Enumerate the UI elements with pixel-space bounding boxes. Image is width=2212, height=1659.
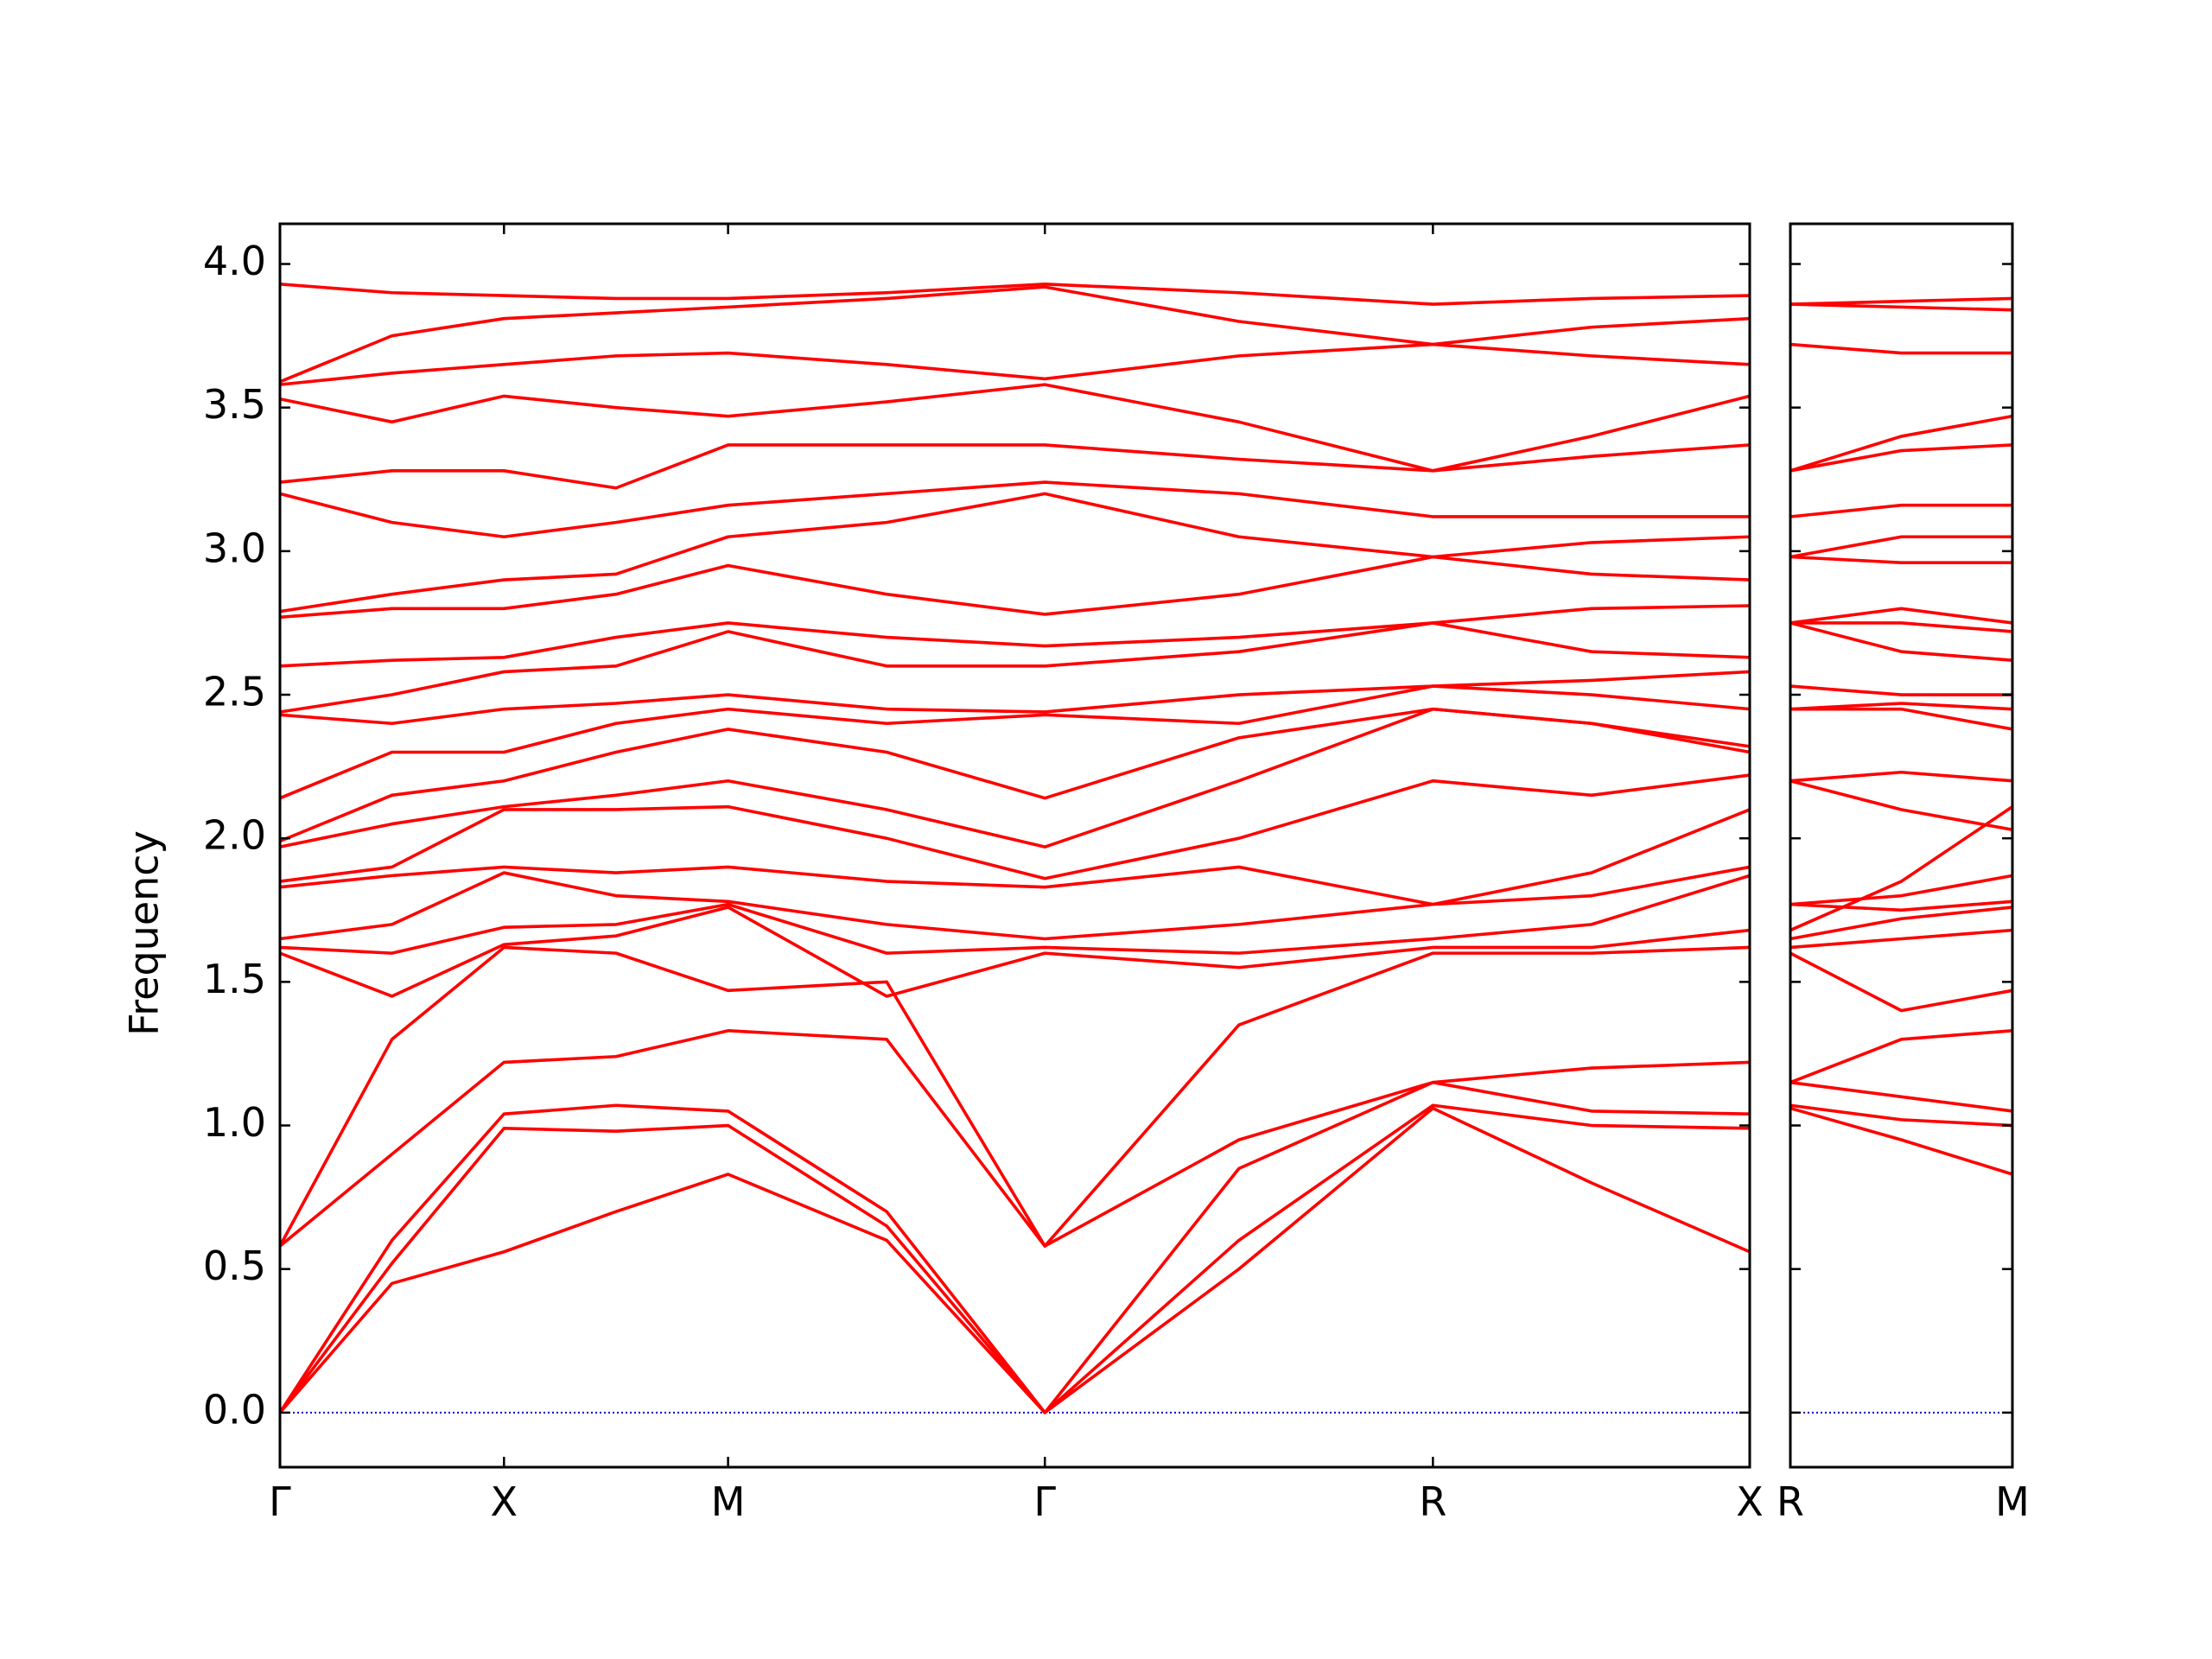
band-line bbox=[1789, 302, 2013, 312]
band-line bbox=[279, 707, 1751, 843]
x-tick-label: X bbox=[1736, 1478, 1764, 1525]
band-line bbox=[279, 906, 1751, 998]
band-line bbox=[278, 1080, 1751, 1414]
band-line bbox=[279, 282, 1751, 306]
band-line bbox=[279, 773, 1751, 883]
band-line bbox=[1789, 928, 2013, 950]
band-line bbox=[1789, 296, 2013, 306]
band-line bbox=[1789, 779, 2013, 831]
band-line bbox=[1789, 607, 2013, 625]
band-line bbox=[279, 480, 1750, 539]
band-line bbox=[279, 383, 1751, 473]
band-line bbox=[279, 621, 1751, 714]
band-line bbox=[1789, 702, 2013, 711]
x-tick-label: M bbox=[1995, 1478, 2030, 1525]
x-tick-label: Γ bbox=[1033, 1478, 1056, 1525]
y-tick-label: 1.0 bbox=[203, 1099, 266, 1146]
band-line bbox=[278, 1106, 1751, 1414]
band-line bbox=[279, 443, 1751, 490]
plot-frame bbox=[278, 222, 1751, 1469]
band-line bbox=[279, 684, 1751, 800]
band-line bbox=[1789, 1103, 2013, 1128]
band-line bbox=[1789, 684, 2012, 696]
x-tick-label: X bbox=[491, 1478, 518, 1525]
band-line bbox=[279, 707, 1751, 849]
band-line bbox=[1789, 1106, 2013, 1176]
band-line bbox=[278, 1103, 1751, 1414]
band-line bbox=[1789, 906, 2013, 941]
x-tick-label: R bbox=[1419, 1478, 1446, 1525]
y-tick-label: 2.5 bbox=[203, 669, 266, 715]
y-tick-label: 3.5 bbox=[203, 381, 266, 428]
x-tick-label: Γ bbox=[269, 1478, 291, 1525]
band-line bbox=[279, 342, 1751, 386]
x-tick-label: M bbox=[711, 1478, 746, 1525]
y-tick-label: 0.5 bbox=[203, 1243, 266, 1289]
plot-frame bbox=[1789, 222, 2014, 1469]
band-line bbox=[279, 492, 1751, 613]
band-line bbox=[1789, 770, 2013, 783]
band-line bbox=[1789, 899, 2013, 912]
band-line bbox=[1790, 707, 2013, 731]
band-line bbox=[1789, 443, 2013, 473]
band-line bbox=[1789, 951, 2013, 1013]
y-axis-label: Frequency bbox=[121, 830, 168, 1036]
band-line bbox=[279, 285, 1751, 384]
y-tick-label: 2.0 bbox=[203, 812, 266, 859]
band-line bbox=[278, 945, 1751, 1248]
band-line bbox=[1789, 503, 2012, 518]
y-tick-label: 1.5 bbox=[203, 956, 266, 1002]
x-tick-label: R bbox=[1777, 1478, 1804, 1525]
band-line bbox=[1789, 621, 2013, 662]
band-line bbox=[1789, 535, 2012, 559]
band-line bbox=[1789, 1080, 2013, 1113]
band-line bbox=[1789, 342, 2012, 355]
band-line bbox=[1789, 874, 2013, 906]
band-line bbox=[279, 604, 1751, 668]
y-tick-label: 4.0 bbox=[203, 238, 266, 284]
band-line bbox=[279, 670, 1751, 726]
band-line bbox=[279, 808, 1751, 906]
band-line bbox=[279, 555, 1751, 620]
band-line bbox=[1789, 555, 2012, 564]
band-line bbox=[1789, 414, 2013, 473]
y-tick-label: 3.0 bbox=[203, 524, 266, 571]
band-line bbox=[278, 1029, 1751, 1248]
y-tick-label: 0.0 bbox=[203, 1386, 266, 1433]
band-line bbox=[1789, 1029, 2013, 1084]
band-line bbox=[1789, 805, 2014, 932]
band-line bbox=[279, 874, 1751, 955]
band-line bbox=[1790, 621, 2013, 633]
band-line bbox=[279, 865, 1751, 941]
